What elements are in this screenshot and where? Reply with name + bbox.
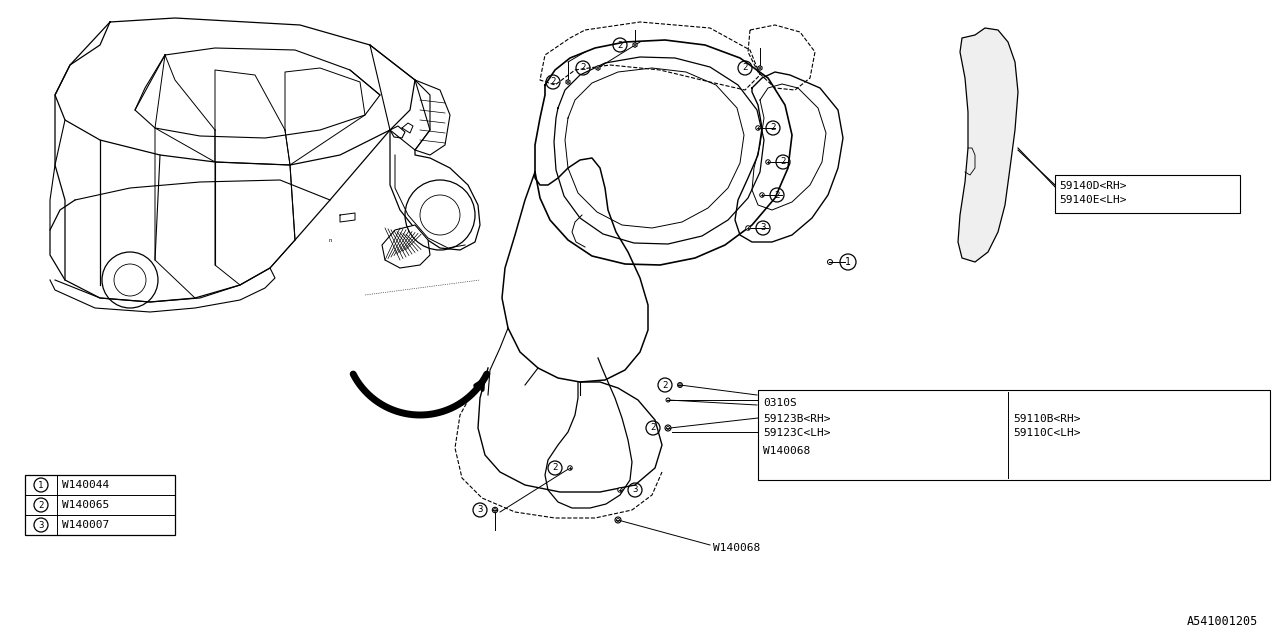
Text: 1: 1 <box>845 257 851 267</box>
Text: 2: 2 <box>550 77 556 86</box>
Text: 2: 2 <box>650 424 655 433</box>
Text: 2: 2 <box>771 124 776 132</box>
Circle shape <box>760 193 764 197</box>
Text: 3: 3 <box>477 506 483 515</box>
Circle shape <box>618 488 622 492</box>
Circle shape <box>567 81 570 83</box>
Circle shape <box>746 226 750 230</box>
Text: 0310S: 0310S <box>763 398 796 408</box>
Text: W140065: W140065 <box>61 500 109 510</box>
Text: 3: 3 <box>38 520 44 529</box>
Circle shape <box>765 160 771 164</box>
Circle shape <box>634 44 636 46</box>
Text: n: n <box>329 237 332 243</box>
Polygon shape <box>596 66 600 70</box>
Text: A541001205: A541001205 <box>1187 615 1258 628</box>
Text: 2: 2 <box>781 157 786 166</box>
Text: 59123B<RH>: 59123B<RH> <box>763 414 831 424</box>
Circle shape <box>827 259 832 264</box>
Polygon shape <box>632 43 637 47</box>
Text: W140007: W140007 <box>61 520 109 530</box>
Circle shape <box>614 517 621 523</box>
Text: 2: 2 <box>742 63 748 72</box>
Text: 3: 3 <box>760 223 765 232</box>
Circle shape <box>596 67 599 69</box>
Text: 2: 2 <box>580 63 586 72</box>
Text: 3: 3 <box>632 486 637 495</box>
Circle shape <box>759 67 762 69</box>
Text: 59140E<LH>: 59140E<LH> <box>1059 195 1126 205</box>
Bar <box>758 390 1270 480</box>
Text: 2: 2 <box>774 191 780 200</box>
Text: 1: 1 <box>38 481 44 490</box>
Polygon shape <box>381 225 430 268</box>
Circle shape <box>755 125 760 131</box>
Bar <box>26 475 175 535</box>
Text: W140068: W140068 <box>763 446 810 456</box>
Circle shape <box>666 398 669 402</box>
Bar <box>1055 175 1240 213</box>
Text: 2: 2 <box>662 381 668 390</box>
Circle shape <box>568 466 572 470</box>
Text: 59123C<LH>: 59123C<LH> <box>763 428 831 438</box>
Text: 59110C<LH>: 59110C<LH> <box>1012 428 1080 438</box>
Text: 59110B<RH>: 59110B<RH> <box>1012 414 1080 424</box>
Circle shape <box>666 425 671 431</box>
Text: 2: 2 <box>617 40 622 49</box>
Text: W140044: W140044 <box>61 480 109 490</box>
Text: W140068: W140068 <box>713 543 760 553</box>
Text: 2: 2 <box>552 463 558 472</box>
Polygon shape <box>758 66 762 70</box>
Polygon shape <box>566 79 570 84</box>
Circle shape <box>493 508 498 513</box>
Text: 59140D<RH>: 59140D<RH> <box>1059 181 1126 191</box>
Circle shape <box>677 383 682 387</box>
Text: 2: 2 <box>38 500 44 509</box>
Polygon shape <box>957 28 1018 262</box>
